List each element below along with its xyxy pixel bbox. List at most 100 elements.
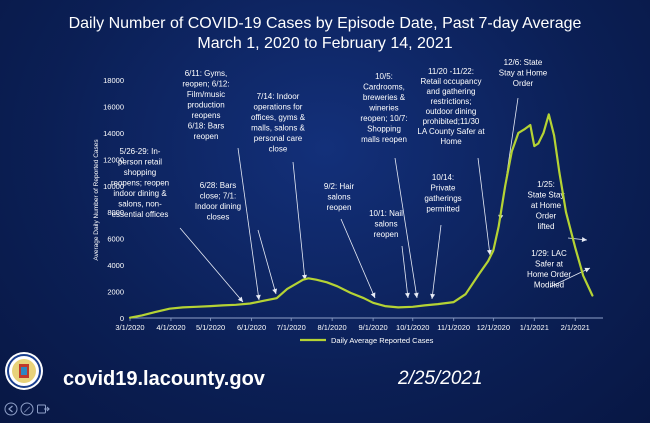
x-tick-label: 4/1/2020 <box>156 323 185 332</box>
previous-slide-icon[interactable] <box>4 402 18 416</box>
annotation-text: Private <box>431 184 456 193</box>
annotation-arrow <box>179 227 244 303</box>
annotation-text: 10/1: Nail <box>369 209 403 218</box>
x-tick-label: 10/1/2020 <box>396 323 429 332</box>
annotation-text: reopen <box>374 230 399 239</box>
y-tick-label: 14000 <box>103 129 124 138</box>
annotation-text: Order <box>536 212 557 221</box>
annotations-layer: 5/26-29: In-person retailshoppingreopens… <box>111 58 591 303</box>
series-layer <box>128 113 594 319</box>
y-tick-label: 4000 <box>107 261 124 270</box>
annotation-text: restrictions; <box>431 97 472 106</box>
x-tick-label: 11/1/2020 <box>437 323 470 332</box>
annotation-arrow <box>340 218 376 299</box>
next-slide-icon[interactable] <box>36 402 50 416</box>
annotation-text: reopen; 6/12: <box>182 80 229 89</box>
x-tick-label: 6/1/2020 <box>237 323 266 332</box>
annotation-arrowhead <box>255 294 261 300</box>
annotation-text: prohibited;11/30 <box>423 117 480 126</box>
annotation-text: State Stay <box>528 191 565 200</box>
annotation-text: operations for <box>254 103 303 112</box>
x-tick-label: 12/1/2020 <box>477 323 510 332</box>
annotation-text: reopens; reopen <box>111 179 169 188</box>
x-tick-label: 9/1/2020 <box>359 323 388 332</box>
legend-label: Daily Average Reported Cases <box>331 336 434 345</box>
annotation-text: at Home <box>531 201 562 210</box>
annotation-arrowhead <box>584 267 590 273</box>
annotation-text: salons <box>327 193 350 202</box>
title-line-2: March 1, 2020 to February 14, 2021 <box>197 35 453 52</box>
annotation-text: Indoor dining <box>195 202 241 211</box>
county-seal-icon <box>5 352 43 390</box>
annotation-arrowhead <box>237 296 243 302</box>
annotation-text: closes <box>207 213 230 222</box>
annotation-text: essential offices <box>112 210 169 219</box>
footer-date: 2/25/2021 <box>398 368 483 389</box>
annotation-text: 10/14: <box>432 173 454 182</box>
annotation-text: production <box>187 101 224 110</box>
annotation-text: Home <box>440 137 462 146</box>
annotation-text: Modified <box>534 281 564 290</box>
pen-tool-icon[interactable] <box>20 402 34 416</box>
annotation-text: and gathering <box>427 87 476 96</box>
annotation-text: Order <box>513 79 534 88</box>
annotation-text: 9/2: Hair <box>324 182 355 191</box>
y-axis-label: Average Daily Number of Reported Cases <box>93 139 100 261</box>
annotation-text: reopens <box>192 111 221 120</box>
annotation-text: Safer at <box>535 260 564 269</box>
annotation-text: wineries <box>368 104 398 113</box>
annotation-arrow <box>431 224 442 300</box>
y-tick-label: 6000 <box>107 235 124 244</box>
chart-title: Daily Number of COVID-19 Cases by Episod… <box>0 14 650 54</box>
annotation-text: Film/music <box>187 90 225 99</box>
annotation-arrowhead <box>430 293 436 299</box>
annotation-text: Stay at Home <box>499 69 548 78</box>
title-line-1: Daily Number of COVID-19 Cases by Episod… <box>68 15 582 32</box>
annotation-text: personal care <box>254 134 303 143</box>
y-tick-label: 12000 <box>103 155 124 164</box>
y-tick-label: 0 <box>120 314 124 323</box>
annotation-text: salons, non- <box>118 200 162 209</box>
x-tick-label: 7/1/2020 <box>277 323 306 332</box>
annotation-text: 1/29: LAC <box>531 249 567 258</box>
x-tick-label: 3/1/2020 <box>115 323 144 332</box>
annotation-text: 1/25: <box>537 180 555 189</box>
series-line <box>128 113 594 319</box>
annotation-text: salons <box>374 220 397 229</box>
x-tick-label: 8/1/2020 <box>318 323 347 332</box>
annotation-text: reopen; 10/7: <box>360 114 407 123</box>
annotation-text: reopen <box>194 132 219 141</box>
annotation-arrowhead <box>413 292 419 298</box>
annotation-arrow <box>401 245 409 299</box>
annotation-text: person retail <box>118 158 162 167</box>
annotation-text: 11/20 -11/22: <box>428 67 474 76</box>
annotation-arrowhead <box>581 236 587 242</box>
annotation-text: breweries & <box>363 93 406 102</box>
annotation-arrowhead <box>486 249 492 255</box>
annotation-arrowhead <box>302 274 307 280</box>
y-tick-label: 10000 <box>103 182 124 191</box>
annotation-arrowhead <box>370 292 376 298</box>
x-tick-label: 1/1/2021 <box>520 323 549 332</box>
annotation-text: Home Order <box>527 270 571 279</box>
annotation-text: close; 7/1: <box>200 192 236 201</box>
y-tick-label: 2000 <box>107 288 124 297</box>
annotation-text: shopping <box>124 168 156 177</box>
annotation-text: 6/18: Bars <box>188 122 224 131</box>
annotation-text: permitted <box>426 205 459 214</box>
annotation-arrowhead <box>404 292 410 298</box>
annotation-text: lifted <box>538 222 555 231</box>
annotation-text: Retail occupancy <box>421 77 482 86</box>
footer-url[interactable]: covid19.lacounty.gov <box>63 368 265 390</box>
annotation-text: LA County Safer at <box>417 127 485 136</box>
x-tick-label: 2/1/2021 <box>561 323 590 332</box>
annotation-text: malls, salons & <box>251 124 305 133</box>
annotation-text: offices, gyms & <box>251 113 306 122</box>
annotation-text: gatherings <box>424 194 461 203</box>
annotation-text: 5/26-29: In- <box>120 147 161 156</box>
annotation-text: close <box>269 145 288 154</box>
annotation-text: outdoor dining <box>426 107 477 116</box>
annotation-text: indoor dining & <box>113 189 167 198</box>
annotation-arrow <box>237 147 260 301</box>
